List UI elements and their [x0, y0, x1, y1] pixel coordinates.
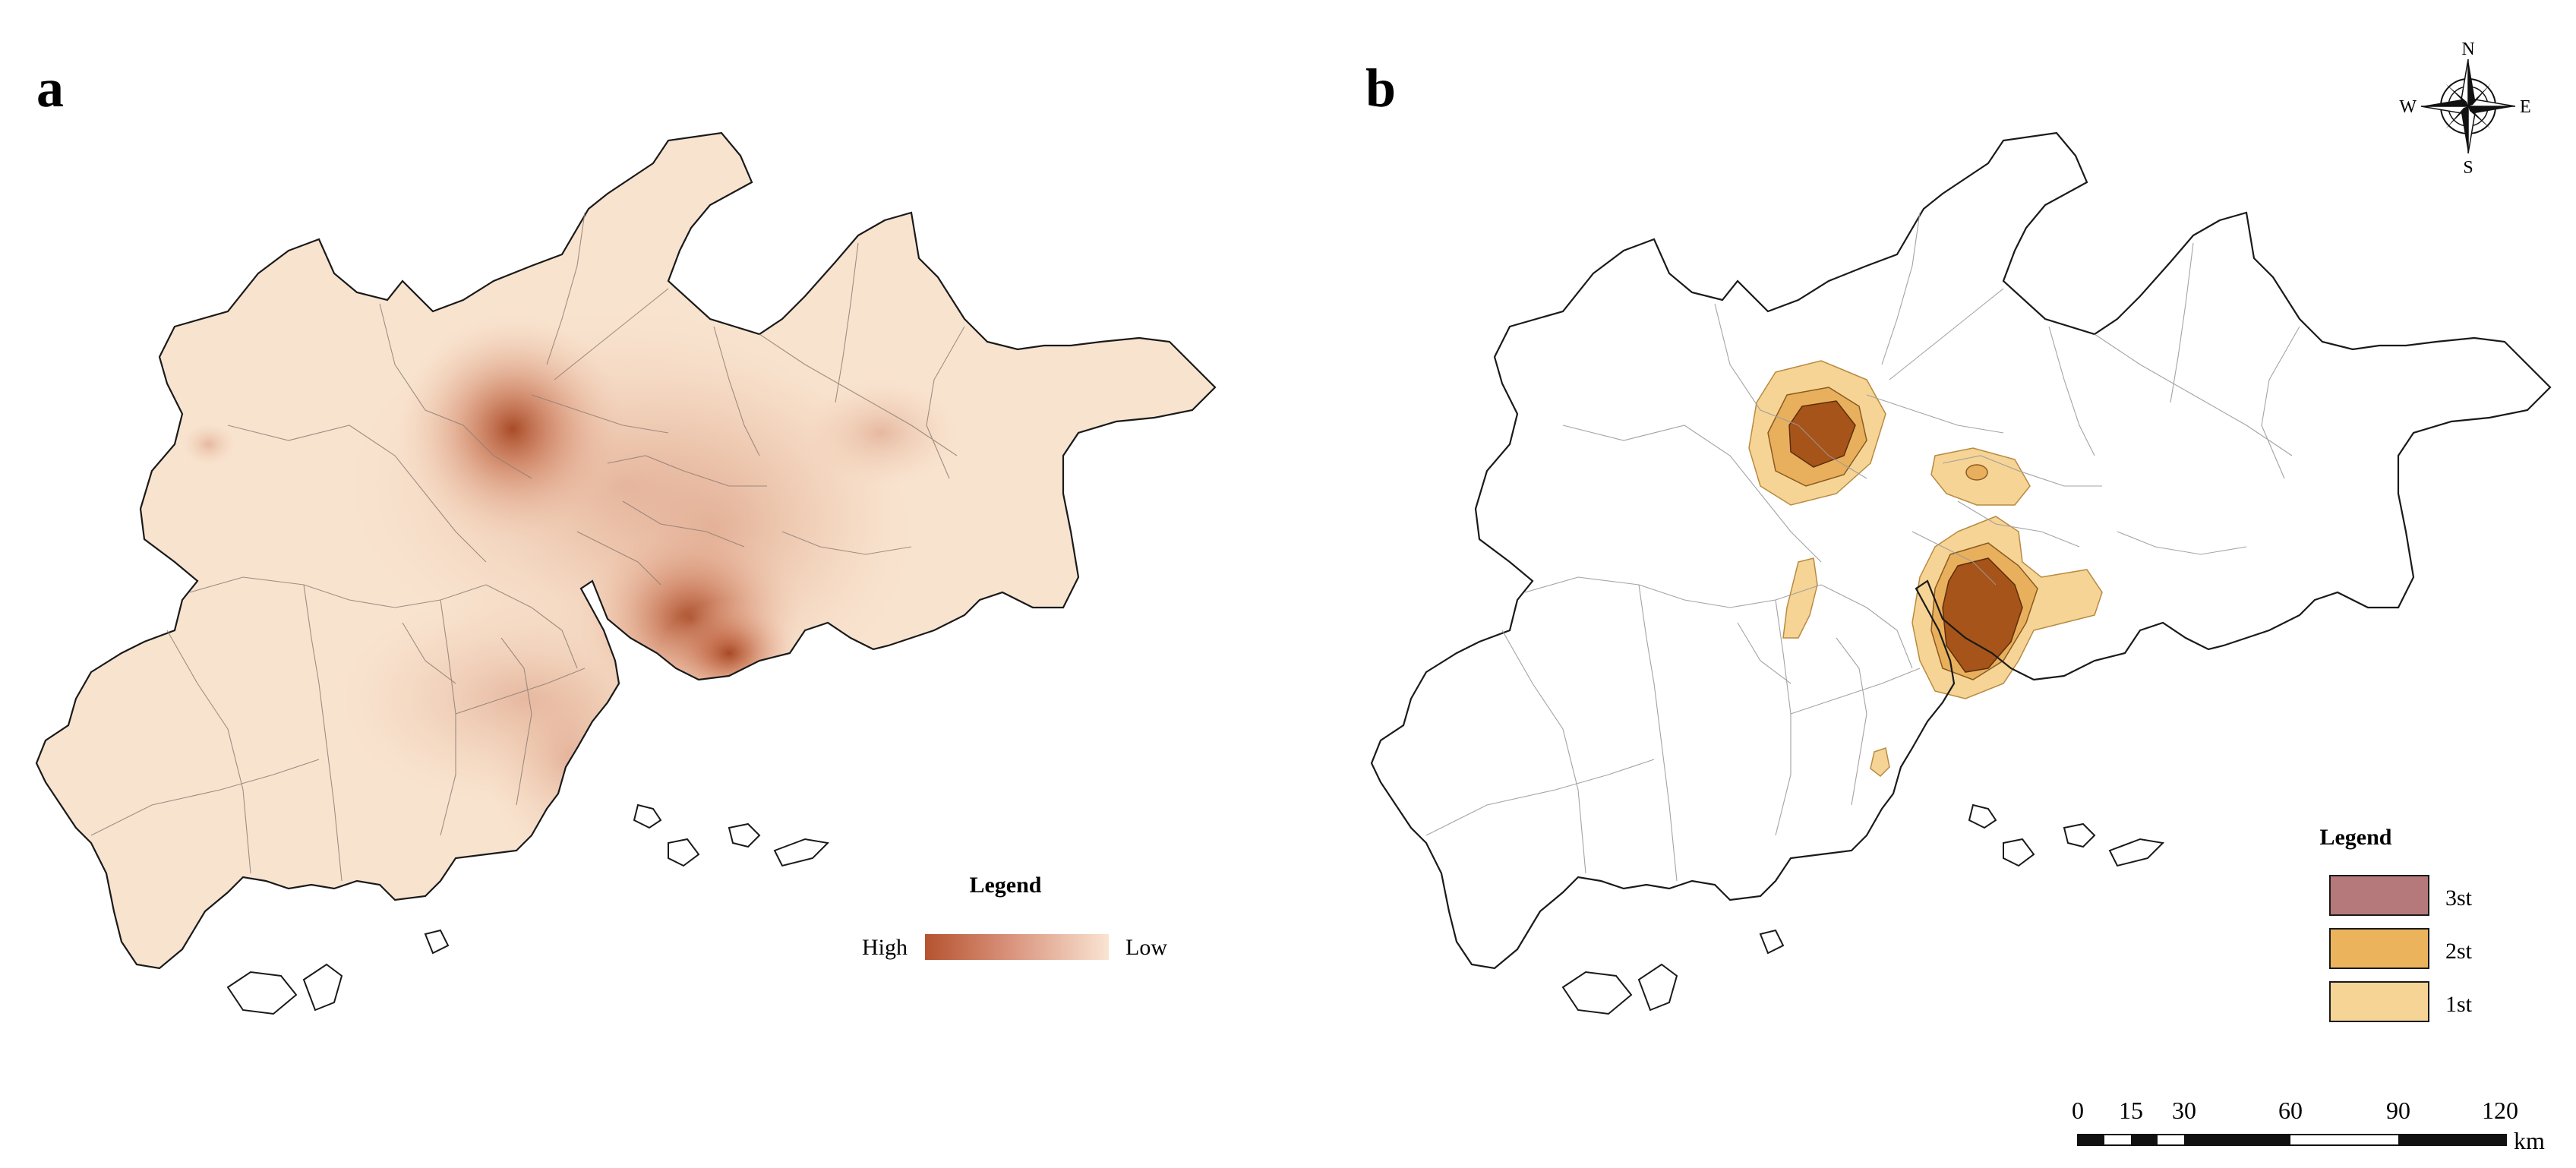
- compass-south-label: S: [2463, 158, 2473, 178]
- compass-east-label: E: [2520, 97, 2531, 117]
- legend-a-low-label: Low: [1125, 935, 1167, 960]
- panel-b-map: [1370, 131, 2552, 1015]
- scale-tick-0: 0: [2072, 1097, 2084, 1124]
- cluster-south-level-1: [1870, 747, 1890, 777]
- scale-tick-2: 30: [2172, 1097, 2196, 1124]
- compass-rose-icon: N S E W: [2399, 39, 2530, 178]
- panel-b-islands: [1561, 803, 2165, 1015]
- compass-west-label: W: [2399, 97, 2417, 117]
- legend-b-label-3st: 3st: [2445, 885, 2473, 911]
- hotspot-north: [399, 315, 627, 543]
- legend-b-label-2st: 2st: [2445, 939, 2473, 964]
- legend-b-swatch-3st: [2329, 875, 2429, 916]
- panel-b-district-boundaries: [1425, 212, 2300, 882]
- cluster-east-level-3: [1942, 557, 2023, 673]
- panel-a-label: a: [36, 58, 64, 118]
- panel-a-district-boundaries: [90, 212, 965, 882]
- scale-tick-3: 60: [2278, 1097, 2303, 1124]
- cluster-center-level-2: [1965, 464, 1988, 481]
- scale-tick-5: 120: [2482, 1097, 2518, 1124]
- scale-unit: km: [2514, 1127, 2545, 1154]
- cluster-zones: [1748, 360, 2103, 777]
- legend-b-label-1st: 1st: [2445, 992, 2473, 1017]
- legend-b-swatch-1st: [2329, 981, 2429, 1022]
- legend-a-high-label: High: [862, 935, 908, 960]
- legend-a-gradient-bar: [925, 934, 1109, 960]
- scale-bar: 0 15 30 60 90 120 km: [2072, 1097, 2545, 1154]
- legend-b: Legend 3st 2st 1st: [2319, 825, 2473, 1022]
- legend-a: Legend High Low: [862, 873, 1167, 960]
- cluster-north-level-3: [1788, 400, 1856, 468]
- compass-north-label: N: [2461, 39, 2474, 59]
- panel-a-islands: [226, 803, 830, 1015]
- legend-b-title: Legend: [2319, 825, 2391, 850]
- panel-b-label: b: [1365, 58, 1397, 118]
- scale-tick-1: 15: [2119, 1097, 2143, 1124]
- cluster-west-level-1: [1782, 557, 1818, 639]
- scale-tick-4: 90: [2386, 1097, 2410, 1124]
- hotspot-south-east: [661, 600, 797, 706]
- legend-b-swatch-2st: [2329, 928, 2429, 969]
- legend-a-title: Legend: [969, 873, 1041, 898]
